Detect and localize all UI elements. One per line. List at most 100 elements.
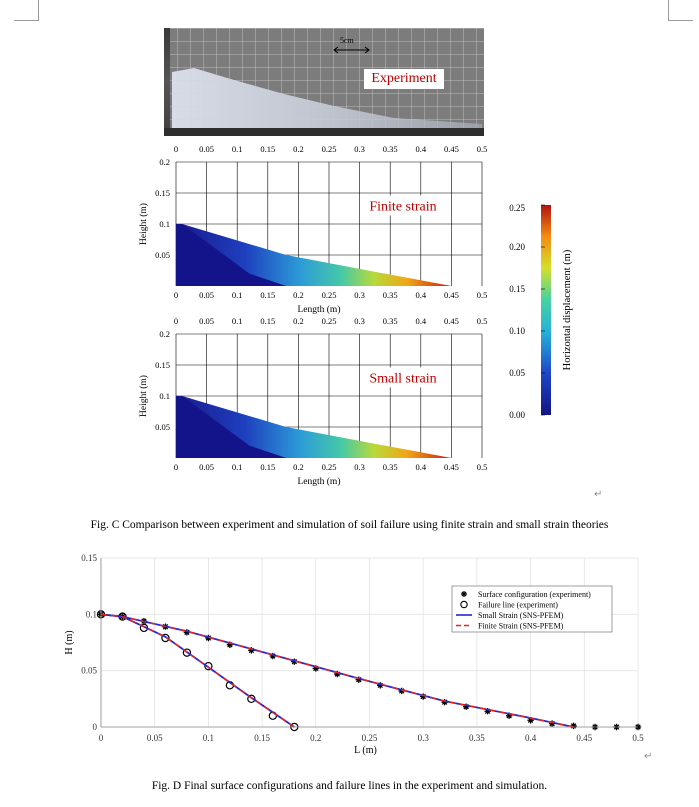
small-soil-core (176, 396, 287, 458)
small-xtick-bottom: 0.2 (293, 462, 304, 472)
finite-xtick-bottom: 0.15 (260, 290, 275, 300)
small-ytick: 0.05 (155, 422, 170, 432)
surface-star-point (377, 682, 384, 689)
finite-xtick-top: 0.35 (383, 144, 398, 154)
small-xtick-top: 0.4 (415, 316, 426, 326)
finite-xtick-bottom: 0.25 (322, 290, 337, 300)
legend-label: Failure line (experiment) (478, 601, 558, 610)
small-xtick-bottom: 0.5 (477, 462, 488, 472)
small-xtick-bottom: 0 (174, 462, 178, 472)
chart-ytick-label: 0.05 (81, 666, 97, 676)
finite-xtick-bottom: 0.3 (354, 290, 365, 300)
surface-star-point (183, 629, 191, 636)
small-strain-panel: 0 0 0.05 0.05 0.1 0.1 0.15 0.15 0.2 0.2 0.25 0.25 0.… (138, 316, 487, 487)
chart-xtick-label: 0.05 (147, 733, 163, 743)
chart-xtick-label: 0.3 (418, 733, 430, 743)
legend-star-icon (461, 591, 467, 597)
page-corner-right (668, 0, 693, 21)
finite-xtick-top: 0.1 (232, 144, 243, 154)
fig-d-caption: Fig. D Final surface configurations and … (151, 780, 548, 792)
surface-star-point (334, 670, 341, 678)
chart-ylabel: H (m) (64, 630, 75, 654)
finite-ytick: 0.15 (155, 188, 170, 198)
small-xtick-bottom: 0.45 (444, 462, 459, 472)
surface-star-point (248, 647, 255, 654)
chart-xlabel: L (m) (354, 745, 377, 756)
chart-xtick-label: 0.25 (362, 733, 378, 743)
surface-star-point (269, 652, 277, 660)
small-xtick-bottom: 0.1 (232, 462, 243, 472)
paragraph-mark: ↵ (594, 489, 603, 500)
small-label: Small strain (369, 371, 436, 386)
small-xtick-top: 0.2 (293, 316, 304, 326)
surface-star-point (505, 712, 513, 719)
surface-star-point (398, 687, 405, 695)
finite-xtick-bottom: 0.1 (232, 290, 243, 300)
legend-box (451, 585, 613, 633)
scale-label: 5cm (340, 36, 354, 45)
small-xtick-bottom: 0.35 (383, 462, 398, 472)
finite-xtick-top: 0.3 (354, 144, 365, 154)
legend-label: Surface configuration (experiment) (478, 590, 591, 599)
finite-ytick: 0.2 (159, 157, 170, 167)
small-xtick-bottom: 0.15 (260, 462, 275, 472)
finite-strain-panel: 0 0 0.05 0.05 0.1 0.1 0.15 0.15 0.2 0.2 0.25 0.25 0.… (138, 144, 487, 315)
finite-label: Finite strain (369, 199, 436, 214)
chart-legend: Surface configuration (experiment) Failur… (451, 585, 613, 633)
small-ytick: 0.1 (159, 391, 170, 401)
chart-axes: 0 0.05 0.1 0.15 0.2 0.25 0.3 0.35 0.4 0.45 0.5 0 0.0… (64, 553, 644, 756)
finite-xtick-top: 0.25 (322, 144, 337, 154)
colorbar-tick-label: 0.25 (509, 203, 525, 213)
surface-star-point (355, 676, 362, 683)
surface-star-point (462, 703, 470, 710)
surface-star-point (226, 641, 234, 648)
small-xtick-top: 0.05 (199, 316, 214, 326)
chart-xtick-label: 0.45 (576, 733, 592, 743)
finite-xtick-bottom: 0.05 (199, 290, 214, 300)
failure-circle-point (247, 694, 256, 704)
small-ytick: 0.2 (159, 329, 170, 339)
surface-star-point (441, 699, 448, 706)
finite-ytick: 0.1 (159, 219, 170, 229)
chart-xtick-label: 0.4 (525, 733, 537, 743)
chart-ytick-label: 0.1 (86, 609, 97, 619)
surface-star-point (570, 722, 577, 730)
legend-circle-icon (460, 600, 468, 609)
chart-xtick-label: 0.35 (469, 733, 485, 743)
paragraph-mark-2: ↵ (644, 751, 653, 762)
series-line-5 (100, 613, 295, 728)
chart-grid (100, 557, 639, 728)
simulation-panels: 0 0 0.05 0.05 0.1 0.1 0.15 0.15 0.2 0.2 0.25 0.25 0.… (138, 144, 573, 487)
surface-star-point (312, 665, 319, 672)
surface-chart: 0 0.05 0.1 0.15 0.2 0.25 0.3 0.35 0.4 0.45 0.5 0 0.0… (64, 553, 644, 756)
small-ylabel: Height (m) (138, 375, 149, 417)
finite-xtick-bottom: 0.35 (383, 290, 398, 300)
failure-circle-point (161, 633, 170, 643)
fig-c-caption: Fig. C Comparison between experiment and… (90, 519, 609, 531)
colorbar-label: Horizontal displacement (m) (562, 249, 573, 370)
series-line-3 (100, 613, 574, 728)
small-label-box (362, 367, 444, 388)
small-xlabel: Length (m) (297, 476, 340, 487)
small-xtick-top: 0.5 (477, 316, 488, 326)
legend-label: Small Strain (SNS-PFEM) (478, 611, 564, 620)
page-corner-left (14, 0, 39, 21)
finite-xtick-top: 0 (174, 144, 178, 154)
chart-ytick-label: 0 (93, 722, 98, 732)
small-xtick-top: 0.15 (260, 316, 275, 326)
failure-circle-point (182, 648, 192, 657)
small-xtick-top: 0.3 (354, 316, 365, 326)
surface-star-point (548, 720, 556, 727)
colorbar-tick-label: 0.05 (509, 368, 525, 378)
small-xtick-bottom: 0.3 (354, 462, 365, 472)
small-ytick: 0.15 (155, 360, 170, 370)
colorbar-tick-label: 0.00 (509, 410, 525, 420)
surface-star-point (527, 717, 534, 724)
finite-xtick-bottom: 0.45 (444, 290, 459, 300)
small-xtick-top: 0.1 (232, 316, 243, 326)
finite-ylabel: Height (m) (138, 203, 149, 245)
experiment-label: Experiment (364, 69, 444, 89)
finite-soil-core (176, 224, 287, 286)
finite-xtick-bottom: 0.4 (415, 290, 426, 300)
small-xtick-top: 0.25 (322, 316, 337, 326)
